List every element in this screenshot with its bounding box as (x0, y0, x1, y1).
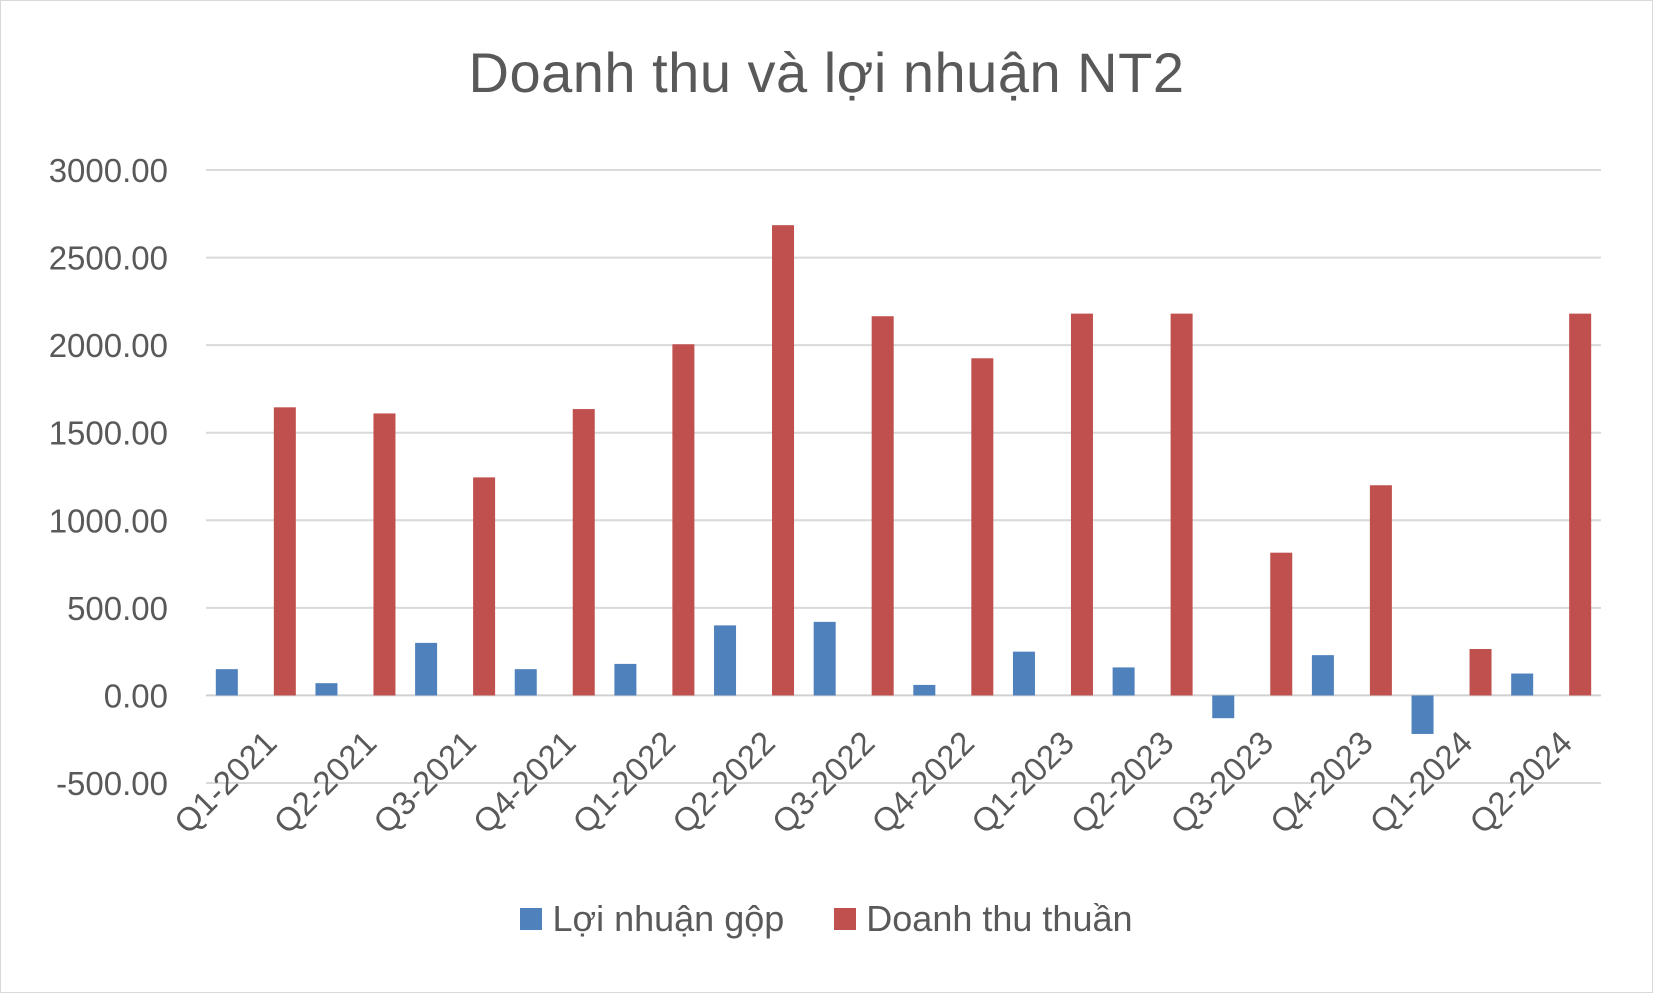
y-tick-label: 1500.00 (49, 415, 168, 452)
bar-gross-profit (415, 642, 438, 696)
bar-gross-profit (315, 683, 338, 696)
bar-gross-profit (514, 669, 537, 696)
bar-net-revenue (273, 407, 296, 696)
y-tick-label: 3000.00 (49, 152, 168, 189)
y-tick-label: 1000.00 (49, 502, 168, 539)
legend-swatch-net-revenue (834, 908, 857, 930)
bar-gross-profit (913, 684, 936, 696)
bar-gross-profit (813, 621, 836, 696)
bar-net-revenue (871, 316, 894, 696)
y-tick-label: 500.00 (67, 590, 168, 627)
legend: Lợi nhuận gộp Doanh thu thuần (0, 898, 1653, 940)
bars (215, 225, 1592, 734)
bar-net-revenue (473, 477, 496, 696)
bar-gross-profit (1212, 695, 1235, 719)
bar-gross-profit (1311, 655, 1334, 696)
legend-item-gross-profit: Lợi nhuận gộp (520, 898, 784, 940)
bar-net-revenue (971, 358, 994, 696)
bar-net-revenue (1270, 552, 1293, 696)
bar-gross-profit (714, 625, 737, 696)
bar-gross-profit (1511, 673, 1534, 696)
bar-net-revenue (1569, 313, 1592, 696)
bar-gross-profit (614, 663, 637, 696)
bar-net-revenue (1369, 485, 1392, 696)
bar-gross-profit (215, 669, 238, 696)
y-tick-label: 0.00 (104, 677, 168, 714)
bar-net-revenue (672, 344, 695, 696)
bar-net-revenue (572, 409, 595, 696)
bar-net-revenue (1469, 649, 1492, 696)
bar-net-revenue (1170, 313, 1193, 696)
legend-label-gross-profit: Lợi nhuận gộp (552, 898, 785, 939)
y-tick-label: 2500.00 (49, 240, 168, 277)
bar-net-revenue (1070, 313, 1093, 696)
y-tick-label: -500.00 (56, 765, 168, 802)
gridlines (206, 169, 1601, 784)
bar-gross-profit (1411, 695, 1434, 734)
legend-item-net-revenue: Doanh thu thuần (834, 898, 1133, 940)
legend-swatch-gross-profit (520, 908, 543, 930)
y-tick-label: 2000.00 (49, 327, 168, 364)
chart-title: Doanh thu và lợi nhuận NT2 (468, 41, 1185, 104)
y-axis-ticks: 3000.00 2500.00 2000.00 1500.00 1000.00 500.0… (49, 152, 168, 802)
legend-label-net-revenue: Doanh thu thuần (866, 898, 1133, 939)
bar-gross-profit (1012, 651, 1035, 696)
bar-net-revenue (772, 225, 795, 696)
bar-net-revenue (373, 413, 396, 696)
bar-gross-profit (1112, 667, 1135, 696)
